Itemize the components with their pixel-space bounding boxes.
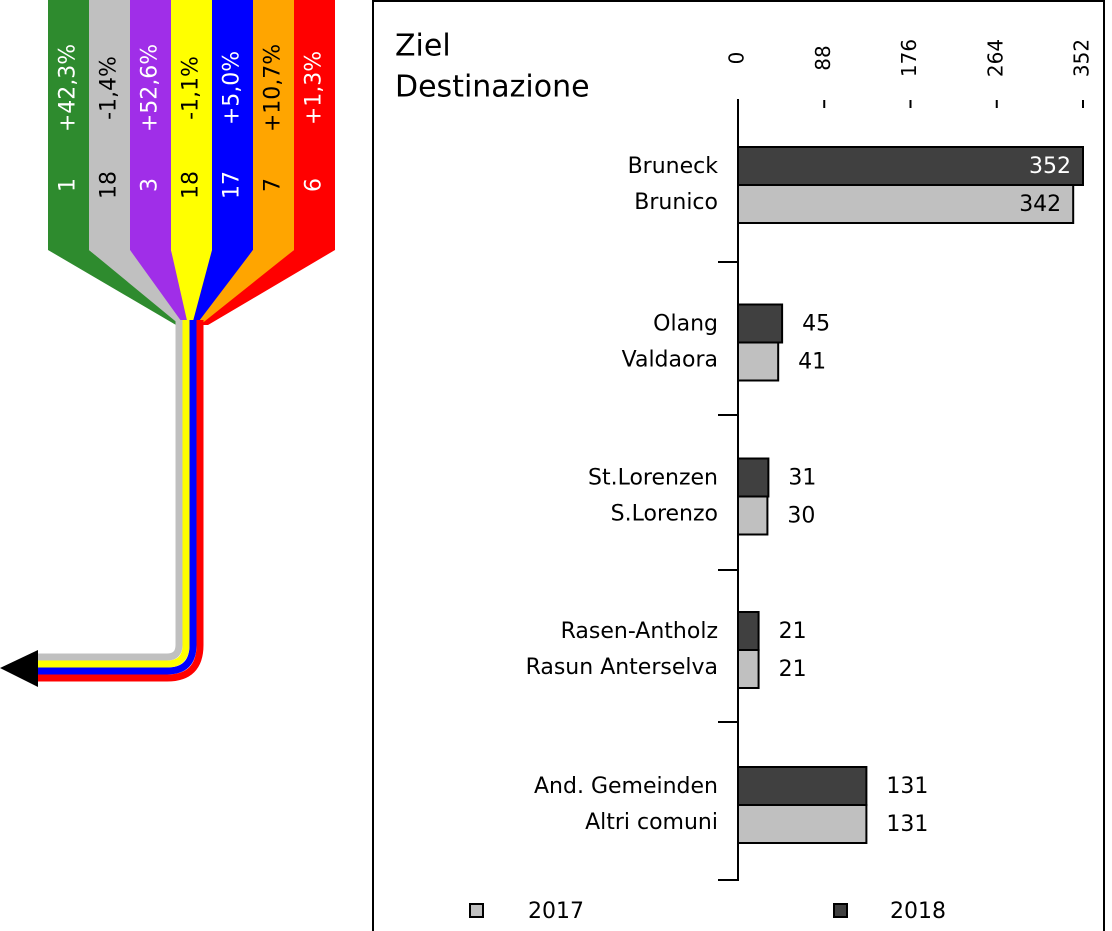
bar [737, 611, 760, 651]
bar [737, 184, 1075, 224]
x-tick-label: 352 [1070, 39, 1094, 77]
x-tick-label: 0 [725, 52, 749, 65]
chart-title: Ziel [395, 29, 451, 64]
band-change: +42,3% [56, 44, 81, 132]
band-change: -1,4% [97, 56, 122, 120]
value-label: 45 [802, 312, 830, 337]
x-tick-label: 176 [897, 39, 921, 77]
bar [737, 649, 760, 689]
band-count: 6 [302, 178, 327, 192]
legend-swatch [469, 903, 484, 918]
flow-stem [36, 320, 190, 668]
flow-band [196, 0, 294, 325]
value-label: 41 [798, 350, 826, 375]
band-count: 18 [179, 171, 204, 199]
band-change: +1,3% [302, 51, 327, 125]
category-label: And. Gemeinden [534, 774, 718, 799]
value-label: 21 [779, 657, 807, 682]
bar [737, 457, 770, 498]
chart-title: Destinazione [395, 70, 590, 105]
band-change: -1,1% [179, 56, 204, 120]
flow-band [200, 0, 335, 325]
band-change: +52,6% [138, 44, 163, 132]
flow-band [48, 0, 184, 325]
band-count: 18 [97, 171, 122, 199]
bar [737, 495, 769, 536]
flow-band [192, 0, 253, 325]
band-change: +10,7% [261, 44, 286, 132]
x-tick-label: 88 [811, 45, 835, 70]
category-label: St.Lorenzen [588, 466, 718, 491]
value-label: 30 [787, 504, 815, 529]
value-label: 21 [779, 619, 807, 644]
legend-swatch [833, 903, 848, 918]
bar [737, 146, 1084, 186]
flow-stem [36, 320, 183, 661]
band-change: +5,0% [220, 51, 245, 125]
band-count: 7 [261, 178, 286, 192]
category-label: S.Lorenzo [611, 502, 718, 527]
category-label: Altri comuni [585, 810, 718, 835]
category-label: Rasun Anterselva [526, 655, 718, 680]
bar [737, 341, 780, 382]
bar [737, 804, 868, 844]
category-label: Olang [653, 312, 718, 337]
legend-label: 2018 [890, 899, 946, 924]
band-count: 3 [138, 178, 163, 192]
bar [737, 766, 868, 806]
category-label: Bruneck [628, 154, 719, 179]
category-label: Valdaora [622, 348, 718, 373]
flow-band [130, 0, 192, 325]
category-label: Rasen-Antholz [561, 619, 718, 644]
bar [737, 303, 784, 344]
value-label: 31 [788, 466, 816, 491]
value-label: 342 [1019, 192, 1061, 217]
value-label: 131 [886, 774, 928, 799]
flow-arrow [0, 650, 38, 687]
flow-stem [36, 320, 197, 675]
value-label: 352 [1029, 154, 1071, 179]
legend-label: 2017 [528, 899, 584, 924]
band-count: 17 [220, 171, 245, 199]
flow-band [171, 0, 212, 325]
value-label: 131 [886, 812, 928, 837]
x-tick-label: 264 [983, 39, 1007, 77]
band-count: 1 [56, 178, 81, 192]
category-label: Brunico [634, 190, 718, 215]
flow-stem [36, 320, 204, 682]
flow-band [89, 0, 188, 325]
